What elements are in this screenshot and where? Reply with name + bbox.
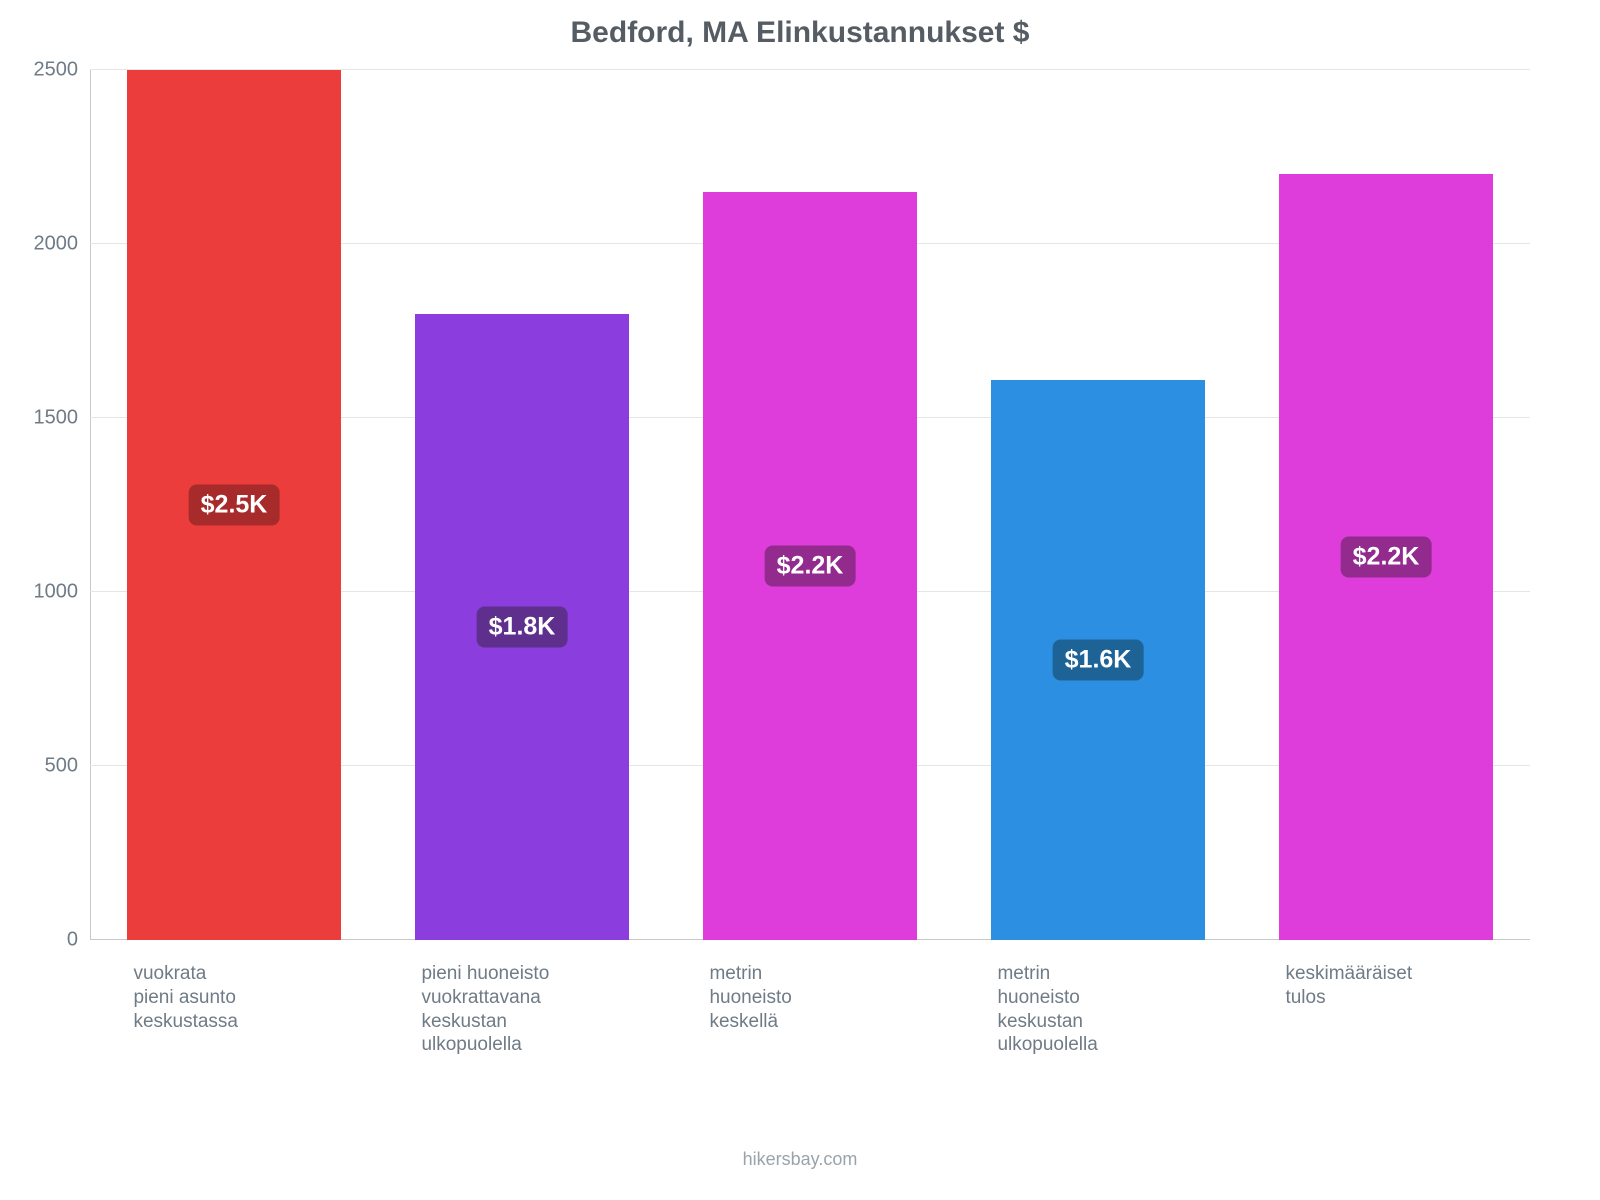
y-tick-label: 2500: [34, 59, 79, 82]
value-badge: $2.2K: [765, 545, 856, 586]
credit-text: hikersbay.com: [0, 1149, 1600, 1170]
y-axis-line: [90, 70, 91, 940]
x-tick-label: vuokratapieni asuntokeskustassa: [133, 962, 376, 1033]
value-badge: $2.2K: [1341, 537, 1432, 578]
y-tick-label: 0: [67, 929, 78, 952]
y-tick-label: 1000: [34, 581, 79, 604]
x-tick-label: keskimääräisettulos: [1285, 962, 1528, 1010]
chart-title: Bedford, MA Elinkustannukset $: [0, 16, 1600, 50]
y-tick-label: 500: [45, 755, 78, 778]
plot-area: $2.5K $1.8K $2.2K $1.6K $2.2K: [90, 70, 1530, 940]
x-tick-label: metrinhuoneistokeskustanulkopuolella: [997, 962, 1240, 1057]
x-tick-label: pieni huoneistovuokrattavanakeskustanulk…: [421, 962, 664, 1057]
value-badge: $2.5K: [189, 485, 280, 526]
cost-of-living-chart: Bedford, MA Elinkustannukset $ $2.5K $1.8…: [0, 0, 1600, 1200]
value-badge: $1.6K: [1053, 639, 1144, 680]
value-badge: $1.8K: [477, 606, 568, 647]
y-tick-label: 1500: [34, 407, 79, 430]
x-tick-label: metrinhuoneistokeskellä: [709, 962, 952, 1033]
y-tick-label: 2000: [34, 233, 79, 256]
